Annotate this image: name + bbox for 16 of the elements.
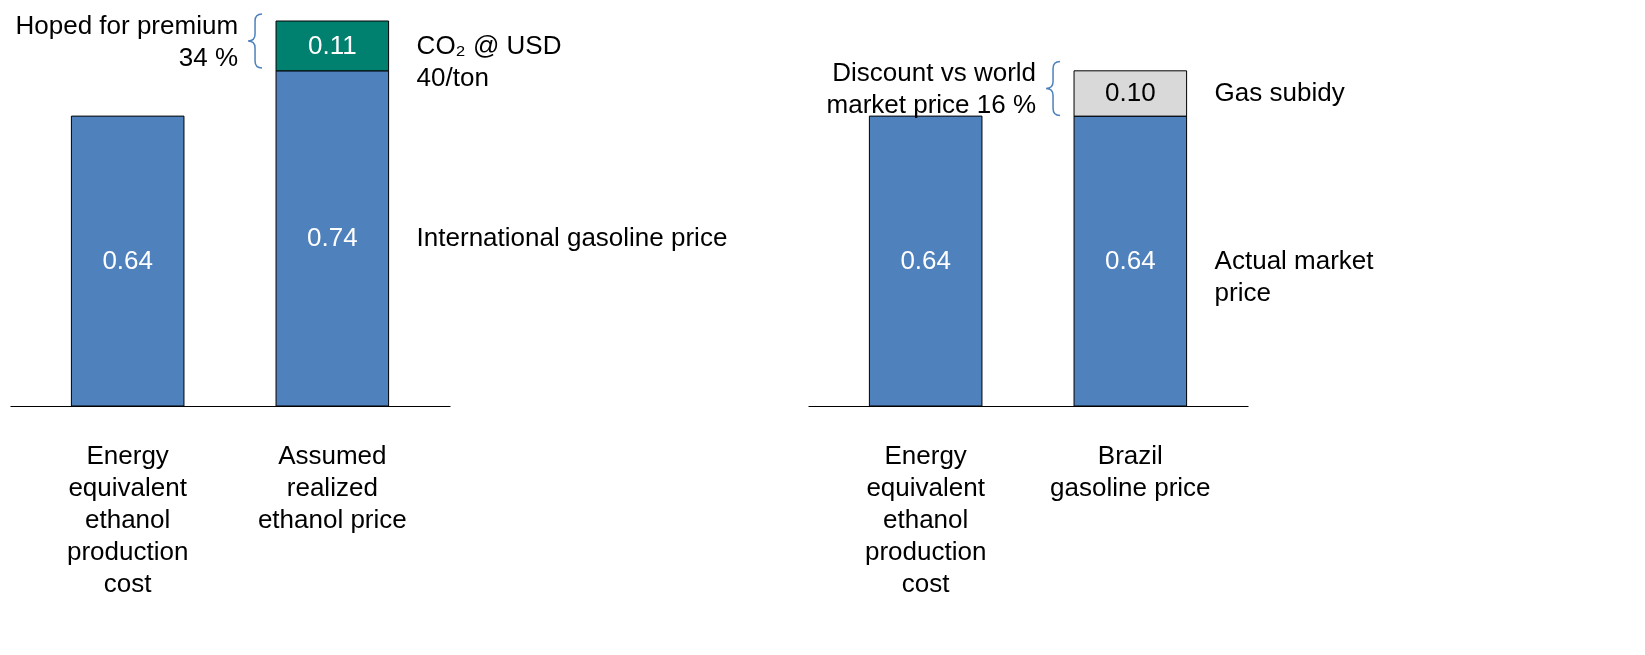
series-label: Actual market price: [1214, 245, 1375, 308]
data-label: 0.11: [307, 29, 357, 60]
data-label: 0.10: [1105, 77, 1156, 108]
annotation: Discount vs world market price 16 %: [826, 57, 1037, 120]
series-label: Gas subidy: [1214, 77, 1345, 108]
series-label: International gasoline price: [416, 222, 728, 253]
data-label: 0.64: [102, 245, 153, 276]
x-tick-label: Assumed realized ethanol price: [257, 439, 407, 534]
x-tick-label: Energy equivalent ethanol production cost: [864, 439, 987, 598]
series-label: CO₂ @ USD 40/ton: [416, 29, 562, 92]
data-label: 0.64: [900, 245, 951, 276]
data-label: 0.74: [307, 222, 358, 253]
x-tick-label: Brazil gasoline price: [1050, 439, 1211, 502]
data-label: 0.64: [1105, 245, 1156, 276]
annotation: Hoped for premium 34 %: [15, 9, 239, 72]
x-tick-label: Energy equivalent ethanol production cost: [66, 439, 189, 598]
